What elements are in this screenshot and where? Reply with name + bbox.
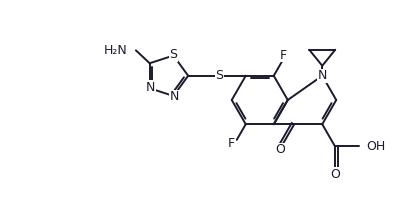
Text: H₂N: H₂N: [104, 44, 128, 57]
Text: O: O: [330, 168, 340, 181]
Text: O: O: [276, 143, 285, 156]
Text: OH: OH: [367, 140, 386, 153]
Text: F: F: [280, 49, 287, 62]
Text: F: F: [228, 137, 235, 150]
Text: N: N: [146, 81, 155, 94]
Text: S: S: [215, 69, 223, 82]
Text: S: S: [169, 48, 178, 61]
Text: N: N: [318, 69, 327, 82]
Text: N: N: [170, 90, 179, 103]
